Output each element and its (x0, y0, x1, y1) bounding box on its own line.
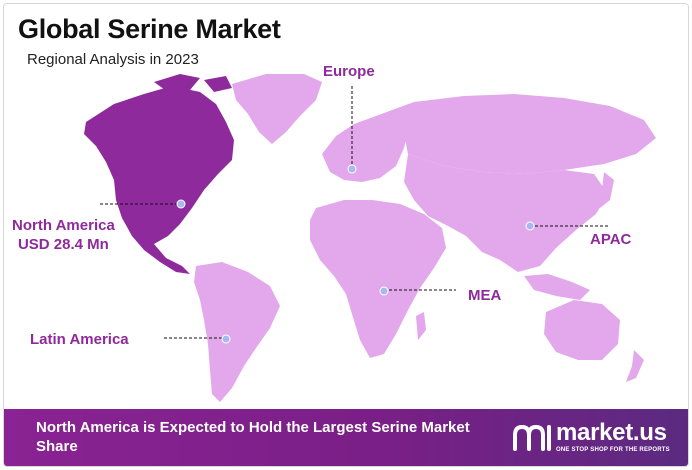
north-asia-shape (376, 94, 656, 174)
world-map (84, 74, 656, 402)
apac-marker (525, 221, 535, 231)
label-latin-america: Latin America (30, 331, 129, 348)
label-europe: Europe (323, 63, 375, 80)
arctic-islands-shape (154, 74, 232, 92)
greenland-shape (232, 74, 322, 144)
brand-tagline: ONE STOP SHOP FOR THE REPORTS (556, 447, 670, 453)
page-title: Global Serine Market (18, 14, 281, 44)
south-america-shape (194, 262, 280, 402)
madagascar-shape (416, 312, 426, 340)
southeast-asia-shape (524, 274, 590, 300)
asia-shape (404, 154, 608, 272)
infographic-frame: Global Serine Market Regional Analysis i… (3, 3, 689, 467)
new-zealand-shape (626, 350, 644, 382)
label-north-america-value: USD 28.4 Mn (17, 236, 109, 253)
brand-logo-block: market.us ONE STOP SHOP FOR THE REPORTS (512, 417, 682, 461)
europe-marker (347, 164, 357, 174)
footer-banner: North America is Expected to Hold the La… (4, 409, 688, 466)
latin-america-marker (221, 334, 231, 344)
mea-shape (310, 200, 446, 358)
label-north-america-name: North America (12, 217, 115, 234)
europe-shape (322, 116, 408, 182)
market-us-logo-icon (513, 424, 551, 451)
page-subtitle: Regional Analysis in 2023 (27, 51, 199, 68)
label-mea: MEA (468, 287, 502, 304)
japan-shape (600, 172, 614, 208)
mea-marker (379, 286, 389, 296)
australia-shape (544, 300, 620, 360)
label-north-america: North America USD 28.4 Mn (12, 216, 115, 254)
brand-name: market.us (556, 419, 667, 446)
footer-text: North America is Expected to Hold the La… (36, 419, 470, 455)
label-apac: APAC (590, 231, 632, 248)
north-america-shape (84, 86, 234, 274)
north-america-marker (176, 199, 186, 209)
